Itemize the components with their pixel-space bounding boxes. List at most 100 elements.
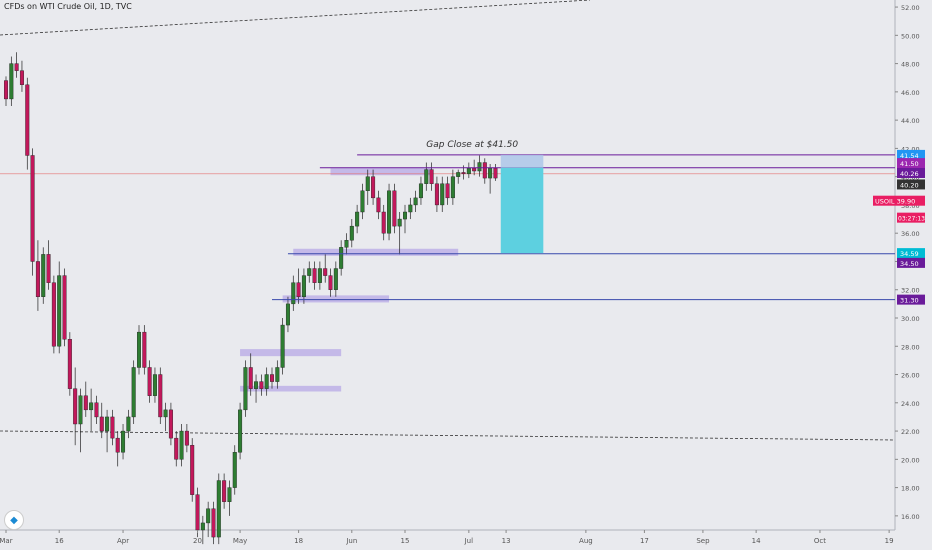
upper-trendline	[0, 0, 591, 36]
candle-body	[152, 374, 157, 396]
candle-body	[450, 176, 455, 199]
candle-body	[126, 416, 131, 432]
symbol-tag	[873, 195, 925, 206]
candle-body	[270, 374, 275, 382]
candle-body	[232, 452, 237, 488]
candle-body	[211, 508, 216, 538]
x-tick-label: 13	[502, 537, 511, 545]
candle-body	[301, 275, 306, 298]
candle-body	[296, 282, 301, 297]
candle-body	[168, 409, 173, 439]
candle-body	[482, 162, 487, 179]
candle-body	[408, 204, 413, 213]
candle-body	[179, 430, 184, 460]
price-tag-label: 34.59	[900, 250, 919, 258]
candle-body	[9, 63, 14, 100]
y-tick-label: 38.00	[901, 202, 920, 210]
zone-box	[330, 168, 432, 176]
y-tick-label: 28.00	[901, 343, 920, 351]
chart-title: CFDs on WTI Crude Oil, 1D, TVC	[4, 2, 132, 11]
candle-body	[259, 381, 264, 389]
x-tick-label: Oct	[814, 537, 826, 545]
y-tick-label: 46.00	[901, 89, 920, 97]
candle-body	[317, 268, 322, 283]
candle-body	[163, 409, 168, 418]
x-tick-label: May	[233, 537, 247, 545]
candle-body	[131, 367, 136, 418]
candle-body	[184, 430, 189, 446]
candle-body	[440, 183, 445, 206]
candle-body	[493, 167, 498, 179]
zone-box	[293, 248, 459, 256]
y-tick-label: 42.00	[901, 145, 920, 153]
candle-body	[35, 261, 40, 298]
candle-body	[339, 247, 344, 269]
candle-body	[403, 211, 408, 220]
price-tag-label: 41.50	[900, 160, 919, 168]
candle-body	[147, 367, 152, 396]
candle-body	[312, 268, 317, 283]
countdown-tag	[897, 212, 925, 223]
candle-body	[434, 183, 439, 206]
candle-body	[328, 275, 333, 290]
candle-body	[206, 508, 211, 524]
candle-body	[238, 409, 243, 453]
stop-box	[500, 154, 544, 168]
x-tick-label: 14	[752, 537, 761, 545]
candle-body	[51, 282, 56, 347]
price-tag	[897, 294, 925, 305]
tradingview-logo[interactable]: ◆	[4, 510, 24, 530]
candle-body	[99, 416, 104, 432]
candle-body	[371, 176, 376, 199]
candle-body	[136, 331, 141, 368]
target-box	[500, 167, 544, 254]
price-tag-label: 31.30	[900, 297, 919, 305]
candle-body	[392, 190, 397, 227]
candle-body	[466, 167, 471, 175]
y-tick-label: 48.00	[901, 61, 920, 69]
candle-body	[115, 437, 120, 453]
candle-body	[89, 402, 94, 411]
candle-body	[264, 374, 269, 389]
x-tick-label: Mar	[0, 537, 13, 545]
candle-body	[360, 190, 365, 213]
candle-body	[307, 268, 312, 276]
candle-body	[488, 167, 493, 179]
y-tick-label: 50.00	[901, 32, 920, 40]
candle-body	[424, 169, 429, 184]
y-axis-panel	[895, 0, 932, 550]
price-tag-label: 41.54	[900, 152, 919, 160]
candle-body	[105, 416, 110, 432]
x-tick-label: Aug	[579, 537, 593, 545]
candle-body	[477, 162, 482, 172]
candle-body	[227, 487, 232, 502]
candle-body	[445, 183, 450, 199]
candle-body	[94, 402, 99, 418]
y-tick-label: 20.00	[901, 456, 920, 464]
candle-body	[62, 275, 67, 340]
candle-body	[216, 480, 221, 538]
y-tick-label: 24.00	[901, 400, 920, 408]
x-tick-label: 16	[55, 537, 64, 545]
candle-body	[190, 445, 195, 495]
x-tick-label: Sep	[696, 537, 710, 545]
candle-body	[355, 211, 360, 227]
candle-body	[41, 254, 46, 297]
x-tick-label: 19	[885, 537, 894, 545]
candle-body	[73, 388, 78, 425]
candle-body	[280, 324, 285, 368]
price-tag	[897, 149, 925, 160]
candle-body	[418, 183, 423, 199]
candle-body	[365, 176, 370, 192]
y-tick-label: 32.00	[901, 287, 920, 295]
candle-body	[397, 218, 402, 227]
x-tick-label: 20	[193, 537, 202, 545]
candle-body	[275, 367, 280, 382]
candle-body	[333, 268, 338, 290]
candle-body	[413, 197, 418, 206]
x-tick-label: Jun	[345, 537, 357, 545]
y-tick-label: 16.00	[901, 513, 920, 521]
candle-body	[461, 172, 466, 175]
